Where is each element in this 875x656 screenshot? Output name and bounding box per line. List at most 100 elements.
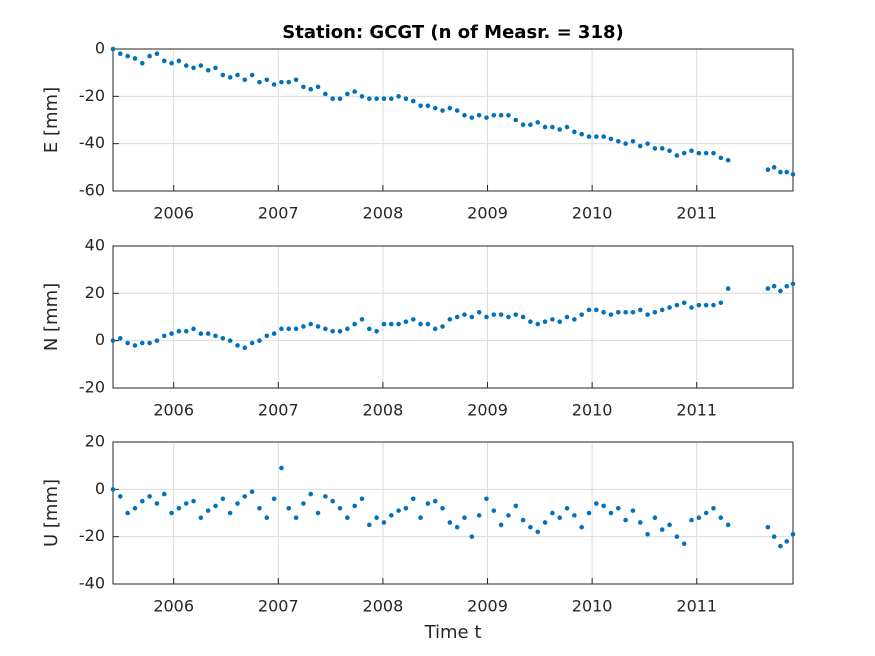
data-point bbox=[403, 505, 409, 511]
data-point bbox=[183, 328, 189, 334]
data-point bbox=[345, 515, 350, 521]
data-point bbox=[630, 139, 636, 144]
data-point bbox=[652, 146, 658, 151]
data-point bbox=[169, 60, 174, 66]
data-point bbox=[271, 331, 277, 336]
data-point bbox=[681, 300, 687, 306]
data-point bbox=[711, 505, 716, 511]
data-point bbox=[242, 77, 248, 83]
data-point bbox=[765, 524, 771, 530]
data-point bbox=[550, 510, 555, 516]
data-point bbox=[191, 326, 196, 332]
data-point bbox=[594, 307, 599, 313]
data-point bbox=[118, 336, 123, 341]
data-point bbox=[681, 541, 687, 547]
data-point bbox=[286, 79, 292, 85]
data-point bbox=[696, 302, 702, 308]
data-point bbox=[718, 155, 724, 161]
data-point bbox=[213, 65, 218, 71]
y-tick-label: 20 bbox=[85, 432, 105, 451]
data-point bbox=[784, 169, 790, 175]
data-point bbox=[462, 312, 467, 317]
data-point bbox=[645, 532, 650, 537]
y-tick-label: 0 bbox=[95, 479, 105, 498]
data-point bbox=[183, 63, 189, 68]
x-tick-label: 2008 bbox=[363, 597, 404, 616]
data-point bbox=[227, 510, 233, 516]
data-point bbox=[205, 68, 211, 73]
data-point bbox=[765, 286, 771, 291]
data-point bbox=[520, 517, 526, 523]
data-point bbox=[271, 82, 277, 87]
data-point bbox=[771, 534, 777, 539]
data-point bbox=[352, 321, 357, 327]
data-point bbox=[388, 321, 394, 327]
plot-area bbox=[112, 48, 794, 192]
data-point bbox=[594, 134, 599, 139]
data-point bbox=[615, 309, 621, 315]
data-point bbox=[396, 508, 401, 513]
data-point bbox=[359, 317, 365, 322]
x-tick-label: 2007 bbox=[258, 401, 299, 420]
data-point bbox=[425, 321, 431, 327]
data-point bbox=[286, 505, 292, 511]
data-point bbox=[506, 314, 511, 320]
data-point bbox=[257, 505, 262, 511]
data-point bbox=[535, 529, 541, 535]
data-point bbox=[703, 150, 709, 156]
y-tick-label: -40 bbox=[79, 574, 105, 593]
data-point bbox=[513, 312, 519, 317]
x-tick-label: 2011 bbox=[676, 204, 717, 223]
data-point bbox=[198, 63, 204, 68]
data-point bbox=[418, 103, 423, 109]
x-tick-label: 2009 bbox=[467, 204, 508, 223]
data-point bbox=[308, 491, 314, 497]
data-point bbox=[572, 317, 577, 322]
data-point bbox=[528, 524, 533, 530]
data-point bbox=[367, 96, 372, 101]
data-point bbox=[659, 307, 665, 313]
data-point bbox=[345, 91, 350, 97]
data-point bbox=[139, 340, 145, 346]
data-point bbox=[498, 312, 504, 317]
y-axis-label: U [mm] bbox=[41, 479, 62, 547]
data-point bbox=[264, 515, 270, 521]
data-point bbox=[579, 524, 584, 530]
data-point bbox=[301, 84, 306, 90]
data-point bbox=[220, 72, 226, 78]
data-point bbox=[264, 333, 270, 339]
data-point bbox=[564, 505, 570, 511]
data-point bbox=[403, 319, 409, 325]
data-point bbox=[454, 524, 460, 530]
data-point bbox=[169, 510, 174, 516]
axes-box bbox=[112, 245, 794, 389]
data-point bbox=[652, 309, 658, 315]
data-point bbox=[528, 122, 533, 128]
data-point bbox=[476, 112, 482, 118]
data-point bbox=[703, 302, 709, 308]
data-point bbox=[469, 115, 475, 120]
data-point bbox=[667, 522, 672, 528]
data-point bbox=[220, 496, 226, 502]
data-point bbox=[418, 515, 423, 521]
data-point bbox=[227, 75, 233, 80]
data-point bbox=[623, 141, 628, 146]
data-point bbox=[778, 288, 783, 294]
data-point bbox=[572, 513, 577, 518]
data-point bbox=[784, 283, 790, 289]
data-point bbox=[674, 534, 680, 539]
data-point bbox=[594, 501, 599, 506]
axes-box bbox=[112, 48, 794, 192]
data-point bbox=[374, 96, 379, 101]
data-point bbox=[154, 51, 160, 57]
data-point bbox=[249, 340, 255, 346]
plot-area bbox=[112, 441, 794, 585]
data-point bbox=[271, 496, 277, 502]
data-point bbox=[535, 120, 541, 125]
data-point bbox=[425, 103, 431, 109]
data-point bbox=[689, 517, 694, 523]
data-point bbox=[462, 112, 467, 118]
data-point bbox=[242, 494, 248, 499]
data-point bbox=[711, 150, 716, 156]
data-point bbox=[125, 53, 130, 59]
